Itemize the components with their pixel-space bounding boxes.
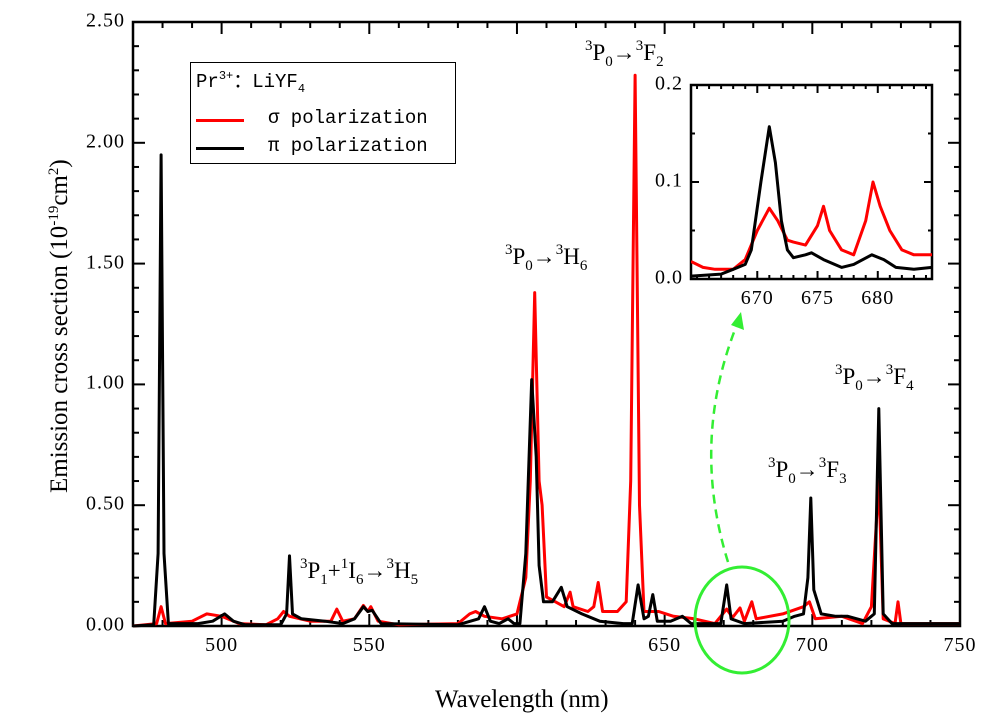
y-tick-label: 2.50 [86, 9, 125, 32]
y-title-main: Emission cross section (10 [46, 225, 74, 494]
legend-title: Pr3+：LiYF4 [196, 66, 305, 96]
annotation-part: 6 [579, 258, 588, 274]
y-title-end: ) [46, 159, 74, 168]
annotation-part: 0 [605, 54, 613, 70]
y-tick-label: 1.00 [86, 371, 125, 394]
y-tick-label: 0.00 [86, 613, 125, 636]
y-tick-label: 1.50 [86, 250, 125, 273]
x-tick-label: 750 [943, 634, 977, 656]
y-axis-title: Emission cross section (10-19cm2) [46, 126, 74, 526]
inset-series-line-sigma [691, 180, 932, 271]
arrow-icon: → [862, 364, 886, 389]
inset-x-tick-label: 680 [861, 287, 895, 309]
annotation-part: 0 [855, 378, 863, 394]
annotation-part: 1 [320, 572, 328, 588]
annotation-part: 3 [839, 471, 847, 487]
inset-y-tick-label: 0.2 [655, 72, 683, 95]
transition-annotation: 3P0→3F2 [585, 38, 664, 71]
legend-swatch-pi [196, 147, 244, 150]
annotation-part: 3 [885, 362, 894, 378]
transition-annotation: 3P1+1I6→3H5 [300, 556, 418, 589]
arrowhead-icon [731, 312, 744, 330]
x-tick-label: 650 [648, 634, 682, 656]
annotation-part: 3 [386, 556, 394, 572]
y-title-unit-exp: 2 [45, 167, 62, 176]
inset-y-tick-label: 0.1 [655, 169, 683, 192]
annotation-part: F [826, 457, 840, 482]
arrow-icon: → [795, 457, 819, 482]
annotation-part: P [307, 558, 321, 583]
transition-annotation: 3P0→3H6 [505, 242, 587, 275]
annotation-part: 1 [340, 556, 349, 572]
annotation-part: F [643, 40, 657, 65]
series-line-pi [132, 153, 960, 628]
arrow-icon: → [532, 244, 556, 269]
annotation-part: P [775, 457, 789, 482]
annotation-part: 0 [788, 471, 796, 487]
annotation-part: 3 [585, 38, 593, 54]
annotation-part: H [563, 244, 580, 269]
annotation-part: 3 [768, 455, 776, 471]
annotation-part: 3 [300, 556, 308, 572]
annotation-part: P [842, 364, 856, 389]
annotation-part: + [327, 558, 341, 583]
annotation-part: F [893, 364, 907, 389]
transition-annotation: 3P0→3F3 [768, 455, 847, 488]
legend-swatch-sigma [196, 119, 244, 122]
annotation-part: 0 [525, 258, 533, 274]
annotation-part: 3 [818, 455, 827, 471]
annotation-part: H [393, 558, 411, 583]
inset-series-line-pi [691, 125, 932, 278]
transition-annotation: 3P0→3F4 [835, 362, 914, 395]
annotation-part: 6 [355, 572, 364, 588]
legend-entry-sigma: σ polarization [268, 107, 428, 129]
annotation-part: 5 [410, 572, 419, 588]
dashed-arrow-line [709, 321, 740, 563]
legend-entry-pi: π polarization [268, 135, 428, 157]
legend-title-sup: 3+ [218, 69, 234, 83]
y-title-exp: -19 [45, 205, 62, 226]
legend-title-sub: 4 [297, 82, 306, 96]
annotation-part: 2 [656, 54, 664, 70]
annotation-part: 3 [835, 362, 843, 378]
annotation-part: 3 [555, 242, 564, 258]
inset-x-tick-label: 675 [801, 287, 835, 309]
annotation-part: P [592, 40, 606, 65]
legend-title-mid: ：LiYF [233, 71, 298, 93]
annotation-part: 3 [635, 38, 644, 54]
y-tick-label: 2.00 [86, 130, 125, 153]
annotation-part: 3 [505, 242, 513, 258]
x-tick-label: 700 [795, 634, 829, 656]
highlight-circle [693, 565, 791, 675]
annotation-part: I [348, 558, 356, 583]
inset-background [691, 85, 932, 279]
x-tick-label: 600 [500, 634, 534, 656]
inset-y-tick-label: 0.0 [655, 266, 683, 289]
arrow-icon: → [612, 40, 636, 65]
y-title-unit: cm [46, 175, 74, 206]
x-axis-title: Wavelength (nm) [435, 686, 609, 713]
annotation-part: P [512, 244, 526, 269]
x-tick-label: 550 [352, 634, 386, 656]
legend-title-base: Pr [196, 71, 219, 93]
inset-x-tick-label: 670 [740, 287, 774, 309]
annotation-part: 4 [906, 378, 914, 394]
x-tick-label: 500 [205, 634, 239, 656]
y-tick-label: 0.50 [86, 492, 125, 515]
arrow-icon: → [363, 558, 387, 583]
